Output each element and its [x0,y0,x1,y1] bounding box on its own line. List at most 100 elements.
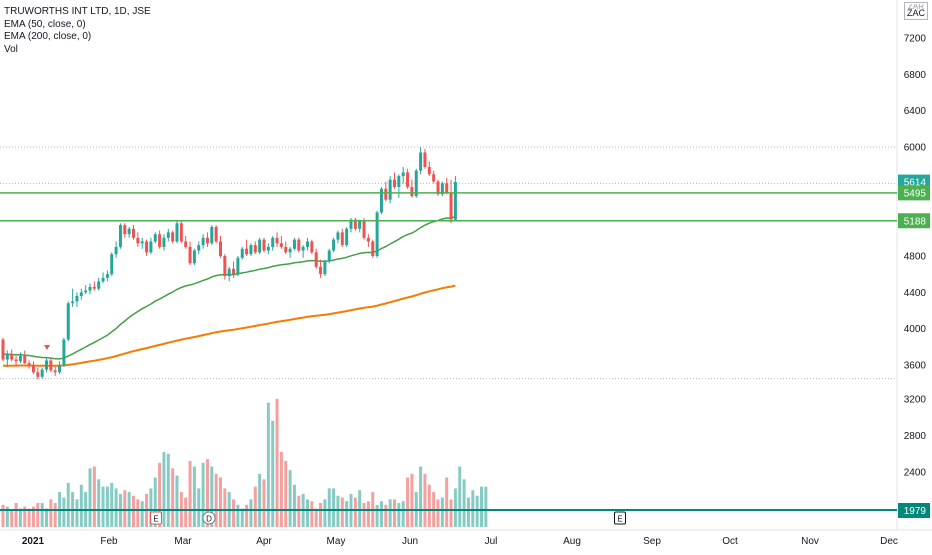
level-tag-upper-value: 5495 [904,188,927,199]
volume-bar [223,488,227,527]
candle-body [262,239,266,251]
candle-body [140,241,144,244]
candlesticks [1,147,457,380]
time-axis-label-dec[interactable]: Dec [880,536,898,547]
volume-bar [188,461,192,527]
candle-body [453,182,457,220]
currency-selector[interactable]: ZAR ZAC [904,2,928,20]
volume-legend[interactable]: Vol [4,43,18,55]
candle-body [445,183,449,193]
volume-bar [384,504,388,527]
volume-bar [345,501,349,527]
price-axis-label: 3600 [904,361,927,372]
volume-bar [366,501,370,527]
chart-legend[interactable]: TRUWORTHS INT LTD, 1D, JSE EMA (50, clos… [4,6,151,56]
candle-body [197,245,201,251]
volume-bar [358,490,362,527]
candle-body [166,232,170,238]
candle-body [306,241,309,247]
candle-body [362,221,366,238]
time-axis-label-nov[interactable]: Nov [801,536,819,547]
volume-bar [453,488,457,527]
volume-bar [184,497,188,527]
candle-body [188,246,192,264]
time-axis-label-apr[interactable]: Apr [256,536,272,547]
volume-bar [332,488,336,527]
volume-bar [375,504,379,527]
candle-body [123,225,127,235]
ema200-line [2,284,456,367]
candle-body [136,237,140,244]
candle-body [288,248,292,253]
time-axis-label-may[interactable]: May [327,536,346,547]
candle-body [158,234,162,247]
volume-bar [319,503,323,527]
time-axis-label-mar[interactable]: Mar [174,536,192,547]
volume-bar [401,501,405,527]
time-axis-label-2021[interactable]: 2021 [22,536,45,547]
candle-body [414,170,418,197]
price-axis-label: 6000 [904,143,927,154]
candle-body [266,246,270,251]
volume-bar [166,453,170,527]
candle-body [14,359,18,362]
candle-body [110,254,114,275]
candle-body [84,290,88,293]
time-axis-label-aug[interactable]: Aug [563,536,581,547]
candle-body [223,256,227,276]
volume-bar [175,475,179,527]
time-axis-label-jun[interactable]: Jun [402,536,418,547]
ema50-legend[interactable]: EMA (50, close, 0) [4,18,86,30]
candle-body [179,223,183,242]
level-tag-upper[interactable]: 5495 [898,185,930,201]
candle-body [175,223,179,242]
candle-body [371,241,375,256]
candle-body [210,226,214,244]
time-axis-label-sep[interactable]: Sep [643,536,661,547]
volume-bar [466,497,470,527]
candle-body [423,152,427,167]
volume-bar [49,499,53,527]
candle-body [205,237,209,244]
candle-body [240,248,244,258]
dividend-event-marker[interactable]: D [202,511,216,525]
candle-body [332,239,336,251]
candle-body [340,232,344,246]
candle-body [232,268,236,275]
volume-bar [18,508,22,527]
time-axis-label-feb[interactable]: Feb [100,536,118,547]
candle-body [58,365,62,373]
candle-body [271,237,275,247]
time-axis-label-oct[interactable]: Oct [722,536,738,547]
level-tag-lower[interactable]: 5188 [898,213,930,229]
volume-axis-label: 2800 [904,431,927,442]
volume-axis-label: 3200 [904,395,927,406]
price-axis[interactable]: 7200680064006000560052004800440040003600… [898,34,930,372]
volume-bar [484,486,488,527]
time-axis-label-jul[interactable]: Jul [485,536,498,547]
horizontal-levels[interactable] [0,192,897,511]
candle-body [5,354,9,360]
volume-bar [140,501,144,527]
volume-bar [5,506,9,527]
volume-bar [88,468,92,527]
volume-bar [232,499,236,527]
ema200-legend[interactable]: EMA (200, close, 0) [4,31,92,42]
volume-bar [266,402,270,527]
candle-body [397,176,401,187]
earnings-marker-label: E [617,515,622,524]
symbol-title[interactable]: TRUWORTHS INT LTD, 1D, JSE [4,6,151,17]
volume-bar [1,504,5,527]
candle-body [253,245,257,253]
volume-bar [362,503,366,527]
volume-bar [40,503,44,527]
earnings-event-marker[interactable]: E [614,511,626,525]
candle-body [18,355,22,362]
time-axis[interactable]: 2021 Feb Mar Apr May Jun Jul Aug Sep Oct Nov Dec [22,536,898,547]
earnings-event-marker[interactable]: E [150,511,162,525]
volume-bar [258,473,262,527]
